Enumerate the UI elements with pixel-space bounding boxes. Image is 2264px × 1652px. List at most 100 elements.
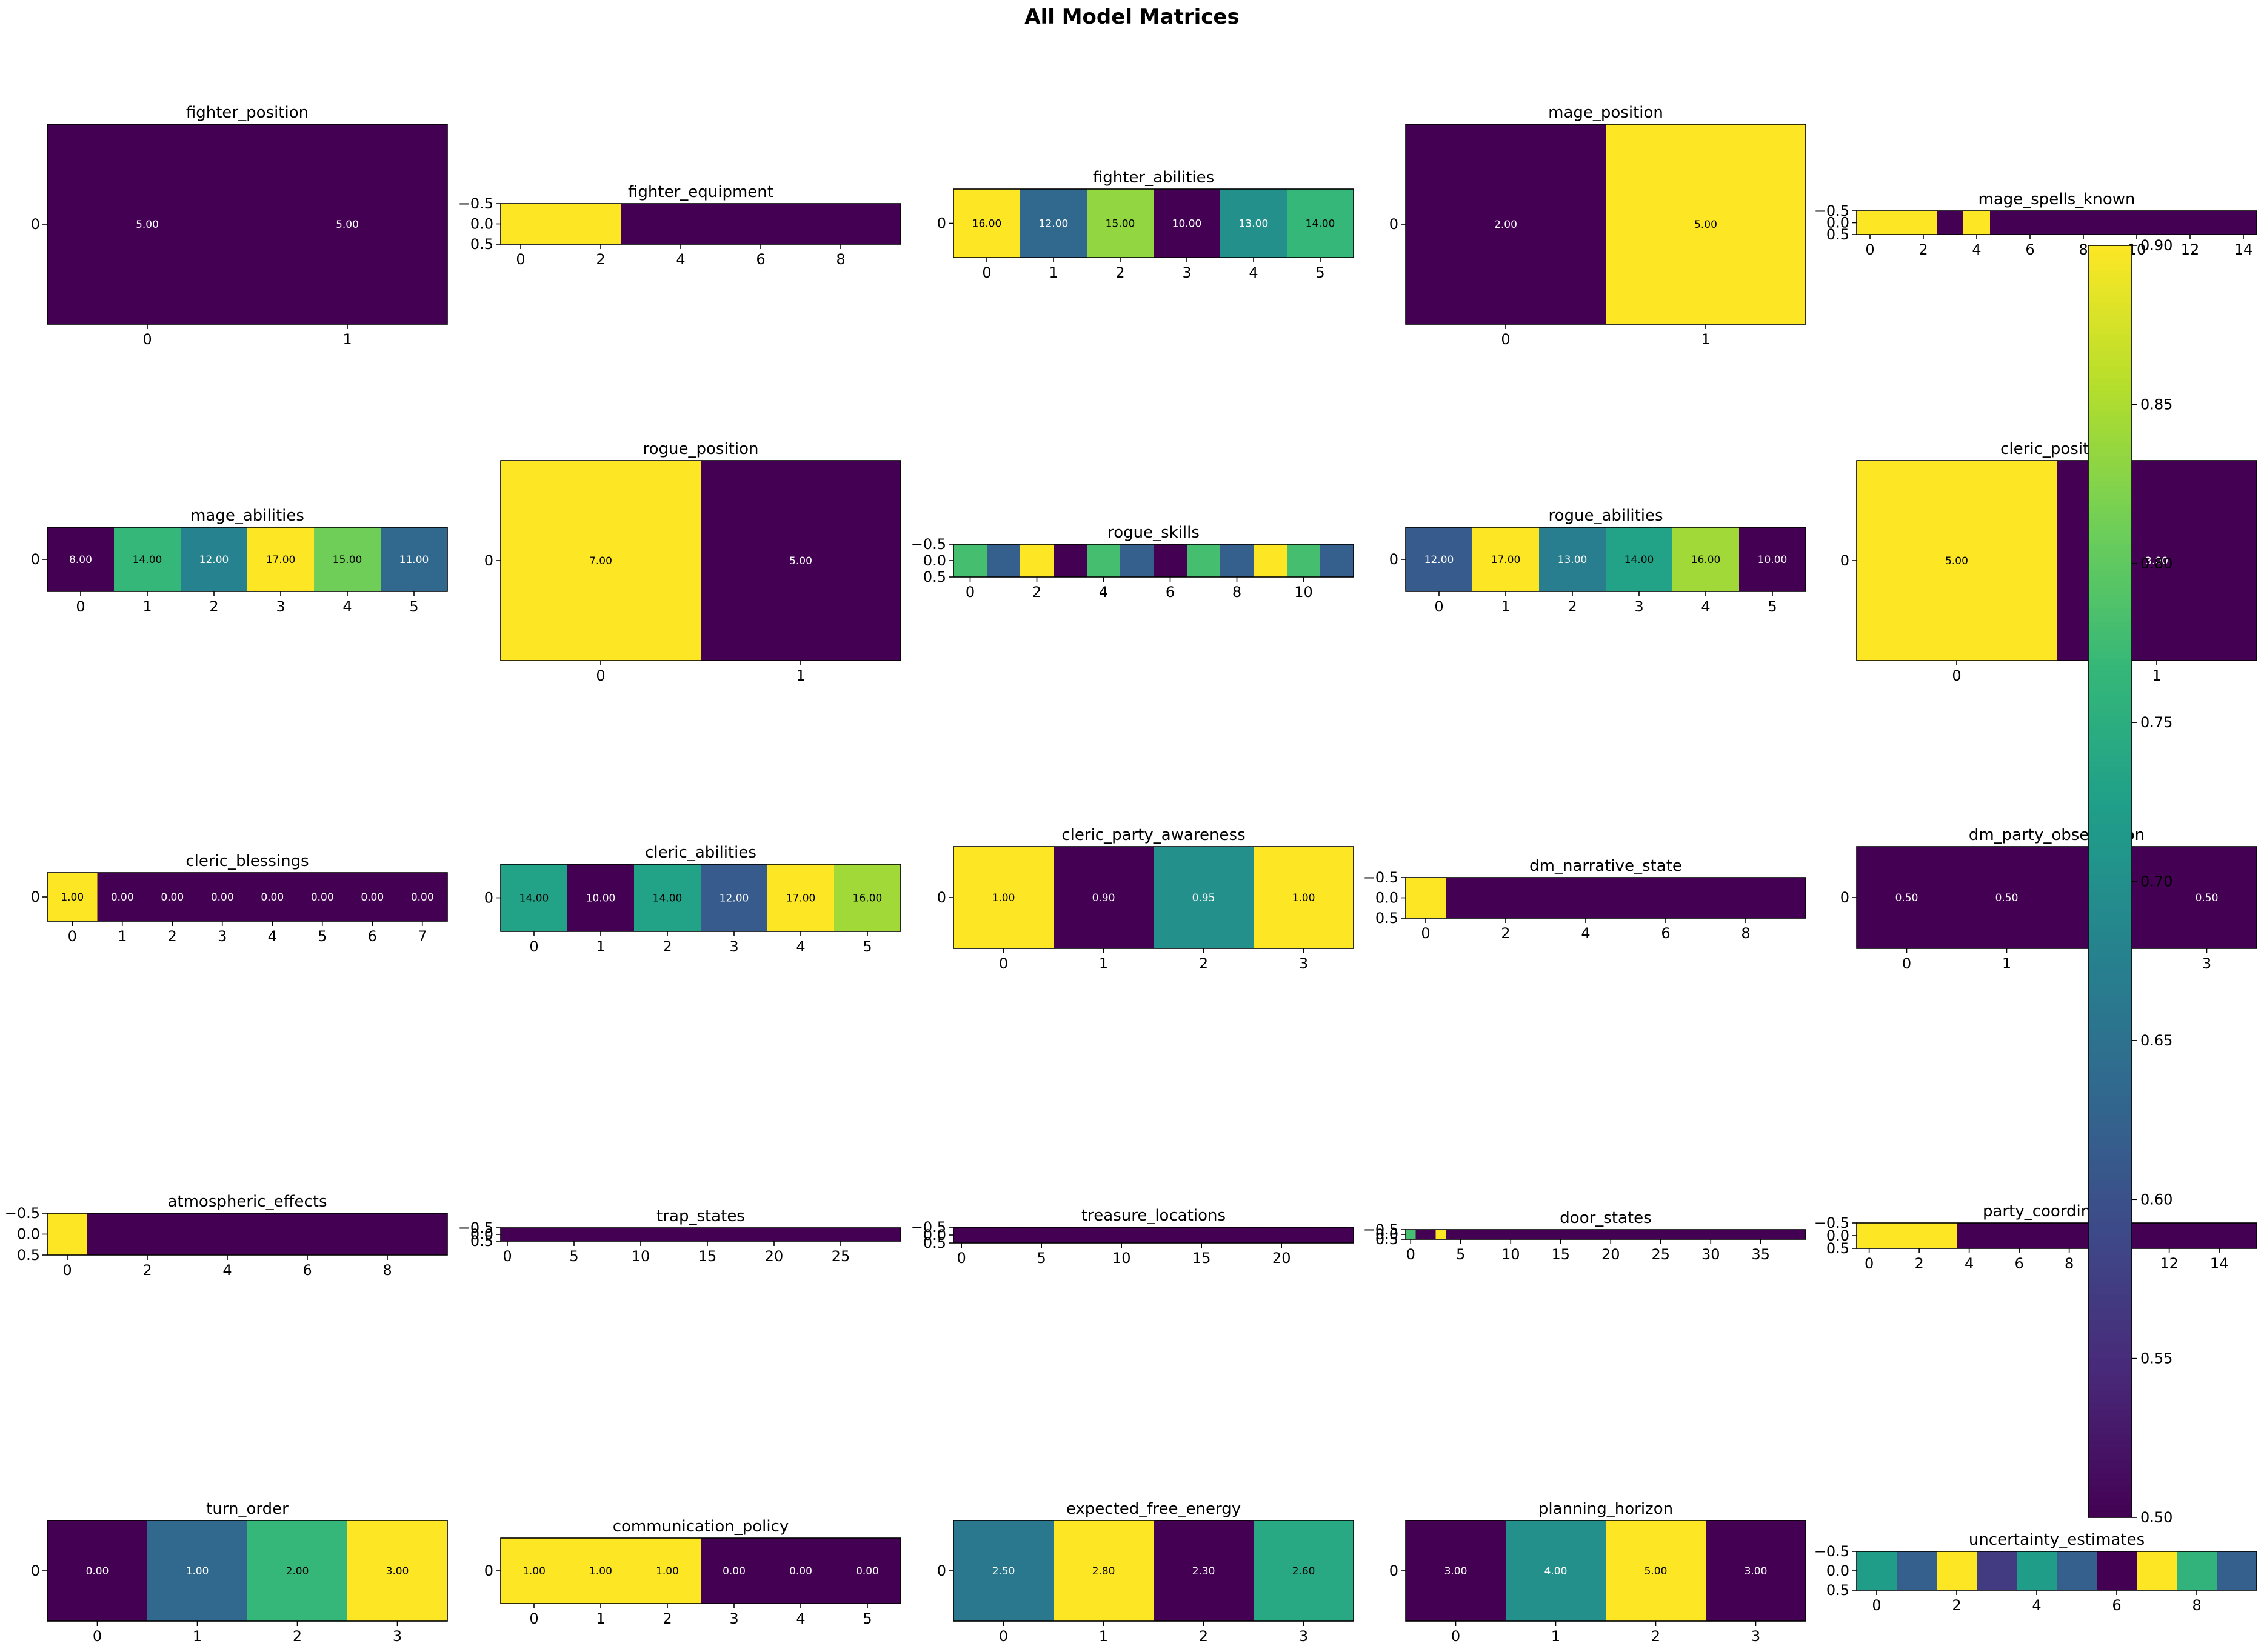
colorbar-segment [2088,716,2132,723]
cell-value-label: 0.50 [1995,892,2019,904]
colorbar-segment [2088,951,2132,959]
heatmap-cell [47,1213,88,1255]
heatmap-cell [1857,211,1884,235]
panel-expected_free_energy: expected_free_energy 2.50 2.80 2.30 2.60 0 1 2 3… [937,1500,1354,1645]
heatmap-cell [1081,1227,1098,1243]
colorbar-segment [2088,881,2132,888]
heatmap-cell [847,1228,861,1241]
heatmap-cell [527,1228,541,1241]
cell-value-label: 3.00 [1745,1565,1768,1577]
heatmap-cell [1515,1230,1526,1239]
heatmap-cell [181,527,248,591]
heatmap-cell [1606,124,1806,324]
y-tick-label: 0 [937,215,946,232]
heatmap-cell [247,1213,288,1255]
colorbar-segment [2088,684,2132,691]
x-tick-label: 6 [302,1262,312,1279]
heatmap-cell [541,1228,555,1241]
heatmap-cell [1406,124,1606,324]
panel-title: mage_abilities [190,507,304,525]
cell-value-label: 0.00 [361,891,384,904]
heatmap-cell [1254,847,1354,948]
x-tick-label: 0 [1952,667,1961,684]
colorbar-segment [2088,811,2132,819]
x-tick-label: 1 [118,928,127,945]
heatmap-cell [2230,211,2257,235]
x-tick-label: 3 [276,598,285,615]
x-tick-label: 8 [382,1262,392,1279]
heatmap-cell [1289,1227,1306,1243]
colorbar-segment [2088,1180,2132,1187]
heatmap-cell [861,204,901,244]
x-tick-label: 2 [1914,1255,1923,1272]
heatmap-cell [407,1213,448,1255]
colorbar-segment [2088,1409,2132,1416]
colorbar-segment [2088,1167,2132,1174]
colorbar-segment [2088,690,2132,698]
colorbar-segment [2088,925,2132,933]
cell-value-label: 1.00 [656,1565,679,1577]
colorbar-segment [2088,735,2132,742]
colorbar-segment [2088,582,2132,590]
colorbar-segment [2088,728,2132,736]
colorbar-segment [2088,296,2132,304]
colorbar-tick-label: 0.50 [2140,1509,2172,1526]
heatmap-cell [1054,544,1087,577]
colorbar-segment [2088,1447,2132,1454]
heatmap-cell [1145,1227,1162,1243]
x-tick-label: 2 [1952,1597,1961,1614]
heatmap-cell [1225,1227,1242,1243]
heatmap-cell [1305,1227,1322,1243]
colorbar-segment [2088,455,2132,462]
heatmap-cell [1287,544,1321,577]
x-tick-label: 8 [836,251,845,268]
colorbar-segment [2088,461,2132,468]
colorbar-segment [2088,665,2132,672]
x-tick-label: 0 [93,1628,102,1645]
colorbar-segment [2088,754,2132,761]
colorbar-segment [2088,843,2132,850]
panel-title: mage_position [1548,104,1663,122]
x-tick-label: 3 [1299,955,1308,972]
colorbar-segment [2088,1021,2132,1028]
heatmap-cell [1486,1230,1496,1239]
colorbar-segment [2088,499,2132,507]
x-tick-label: 8 [2079,241,2088,258]
colorbar-segment [2088,818,2132,825]
colorbar-segment [2088,678,2132,685]
colorbar-segment [2088,703,2132,710]
colorbar-segment [2088,277,2132,284]
colorbar-segment [2088,1116,2132,1124]
heatmap-cell [1606,1520,1706,1621]
cell-value-label: 0.90 [1092,892,1115,904]
y-tick-label: 0 [1389,216,1398,233]
heatmap-cell [1566,1230,1576,1239]
heatmap-cell [1097,1227,1114,1243]
heatmap-cell [953,1520,1054,1621]
colorbar-segment [2088,1161,2132,1168]
y-tick-label: 0 [1840,552,1849,569]
x-tick-label: 5 [1315,264,1324,281]
heatmap-cell [2217,1551,2257,1590]
cell-value-label: 10.00 [586,893,616,905]
heatmap-cell [2017,1551,2057,1590]
colorbar-segment [2088,519,2132,526]
x-tick-label: 2 [1032,584,1041,601]
heatmap-cell [887,1228,901,1241]
heatmap-cell [1435,1230,1446,1239]
colorbar-segment [2088,538,2132,545]
heatmap-cell [1535,1230,1546,1239]
colorbar-segment [2088,506,2132,513]
colorbar-segment [2088,932,2132,939]
heatmap-cell [1321,1227,1338,1243]
y-tick-label: 0 [484,1562,493,1579]
colorbar-tick-label: 0.65 [2140,1032,2172,1049]
panel-title: atmospheric_effects [167,1193,327,1211]
heatmap-cell [47,527,115,591]
colorbar-segment [2088,1390,2132,1397]
colorbar-segment [2088,799,2132,806]
x-tick-label: 10 [1294,584,1313,601]
panel-title: cleric_blessings [185,852,309,870]
x-tick-label: 8 [2192,1597,2201,1614]
